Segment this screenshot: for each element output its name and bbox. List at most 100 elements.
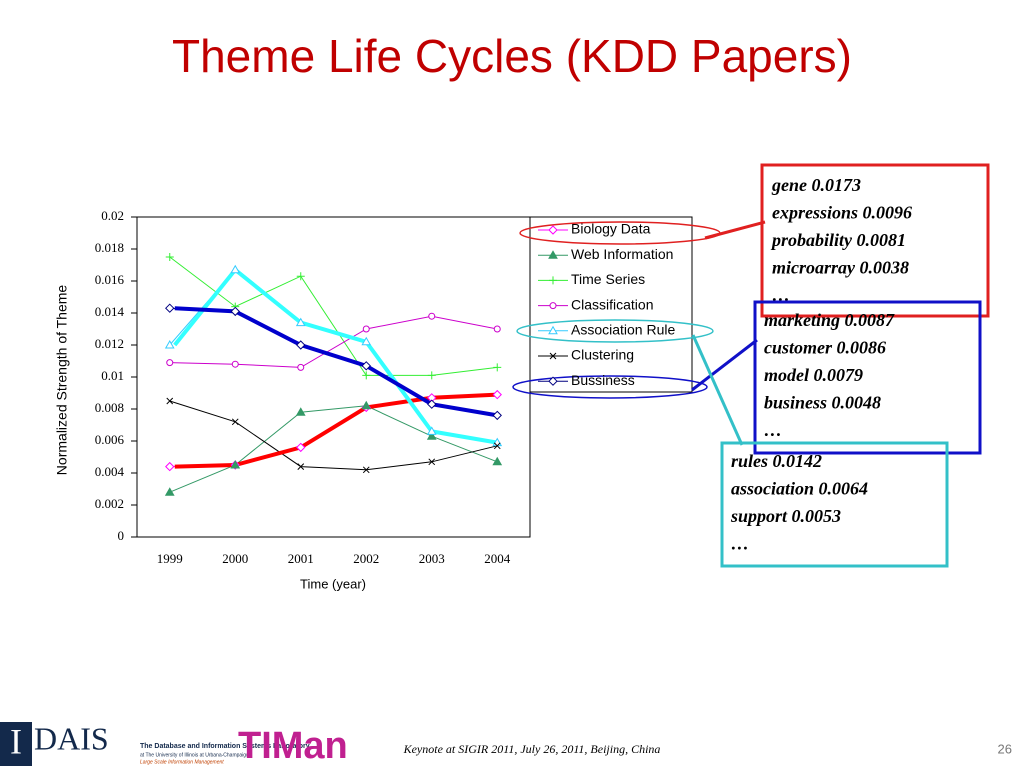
marker (231, 360, 239, 368)
marker (296, 272, 305, 281)
marker (230, 264, 241, 274)
series-line (169, 315, 498, 368)
marker (297, 463, 305, 470)
marker (493, 325, 501, 333)
marker (165, 303, 175, 313)
marker (492, 389, 502, 400)
highlight-line (174, 392, 498, 469)
y-tick-label: 0.02 (101, 208, 124, 223)
marker (549, 352, 557, 360)
x-tick-label: 2003 (419, 551, 445, 566)
marker (166, 359, 174, 367)
marker (361, 361, 371, 371)
marker (165, 253, 174, 261)
callout-box (720, 441, 949, 568)
y-tick-label: 0.008 (95, 400, 124, 415)
y-tick-label: 0 (118, 528, 125, 543)
callout-line (704, 220, 766, 240)
legend-label: Web Information (571, 246, 673, 262)
marker (428, 312, 436, 320)
marker (493, 442, 501, 450)
callout-text: marketing 0.0087 (764, 310, 895, 330)
slide-title: Theme Life Cycles (KDD Papers) (172, 30, 852, 82)
footer: Keynote at SIGIR 2011, July 26, 2011, Be… (403, 742, 661, 756)
callout-text: customer 0.0086 (764, 338, 886, 358)
callout-text: association 0.0064 (731, 479, 868, 499)
marker (426, 431, 437, 440)
callout-text: … (731, 534, 749, 554)
logo-school: at The University of Illinois at Urbana-… (140, 752, 249, 758)
y-tick-label: 0.014 (95, 304, 125, 319)
y-axis-label: Normalized Strength of Theme (54, 285, 70, 476)
marker (428, 458, 436, 466)
legend-label: Association Rule (571, 322, 675, 338)
page-number: 26 (998, 741, 1012, 756)
callout-text: support 0.0053 (730, 506, 841, 526)
marker (549, 276, 557, 285)
y-tick-label: 0.01 (101, 368, 124, 383)
marker (548, 250, 558, 259)
marker (427, 399, 437, 409)
x-tick-label: 1999 (157, 551, 183, 566)
marker (166, 397, 174, 405)
y-tick-label: 0.012 (95, 336, 124, 351)
y-tick-label: 0.004 (95, 464, 125, 479)
legend-label: Time Series (571, 271, 645, 287)
marker (548, 225, 558, 235)
marker (492, 456, 503, 466)
callout-text: business 0.0048 (764, 393, 881, 413)
callout-text: rules 0.0142 (731, 451, 822, 471)
series-line (169, 307, 498, 416)
marker (362, 325, 370, 333)
marker (164, 487, 175, 496)
highlight-line (173, 266, 498, 445)
marker (549, 302, 557, 310)
series-line (169, 256, 498, 376)
highlight-line (174, 306, 498, 418)
callout-line (691, 334, 744, 446)
marker (296, 340, 306, 350)
callout-text: gene 0.0173 (771, 175, 861, 195)
marker (295, 407, 306, 416)
series-line (169, 405, 498, 493)
callout-box (753, 300, 982, 455)
callout-ellipse (512, 375, 708, 399)
marker (297, 363, 305, 371)
marker (295, 317, 306, 327)
logo-group: Large Scale Information Management (140, 759, 224, 765)
marker (426, 426, 437, 435)
y-tick-label: 0.016 (95, 272, 125, 287)
y-tick-label: 0.018 (95, 240, 124, 255)
marker (231, 418, 239, 426)
callout-box (760, 163, 990, 318)
x-tick-label: 2000 (222, 551, 248, 566)
marker (492, 410, 502, 421)
callout-text: … (772, 285, 790, 305)
x-axis-label: Time (year) (300, 576, 366, 591)
marker (361, 336, 372, 346)
callout-ellipse (516, 319, 714, 343)
plot-area (136, 216, 531, 538)
callout-text: microarray 0.0038 (772, 258, 909, 278)
callout-text: … (764, 420, 782, 440)
legend-label: Classification (571, 296, 653, 312)
legend-label: Clustering (571, 347, 634, 363)
timan-logo: TIMan (238, 725, 348, 767)
marker (493, 363, 502, 372)
marker (427, 371, 436, 380)
logo-mark: I (10, 721, 22, 761)
marker (362, 371, 371, 380)
y-tick-label: 0.006 (95, 432, 125, 447)
legend-box (529, 216, 693, 393)
logo-lab: The Database and Information Systems Lab… (140, 743, 310, 750)
marker (361, 400, 372, 410)
marker (230, 459, 241, 469)
marker (165, 461, 175, 472)
y-tick-label: 0.002 (95, 496, 124, 511)
callout-text: model 0.0079 (764, 365, 863, 385)
marker (548, 376, 558, 386)
x-tick-label: 2001 (288, 551, 314, 566)
legend-label: Bussiness (571, 372, 635, 388)
series-line (169, 400, 498, 471)
